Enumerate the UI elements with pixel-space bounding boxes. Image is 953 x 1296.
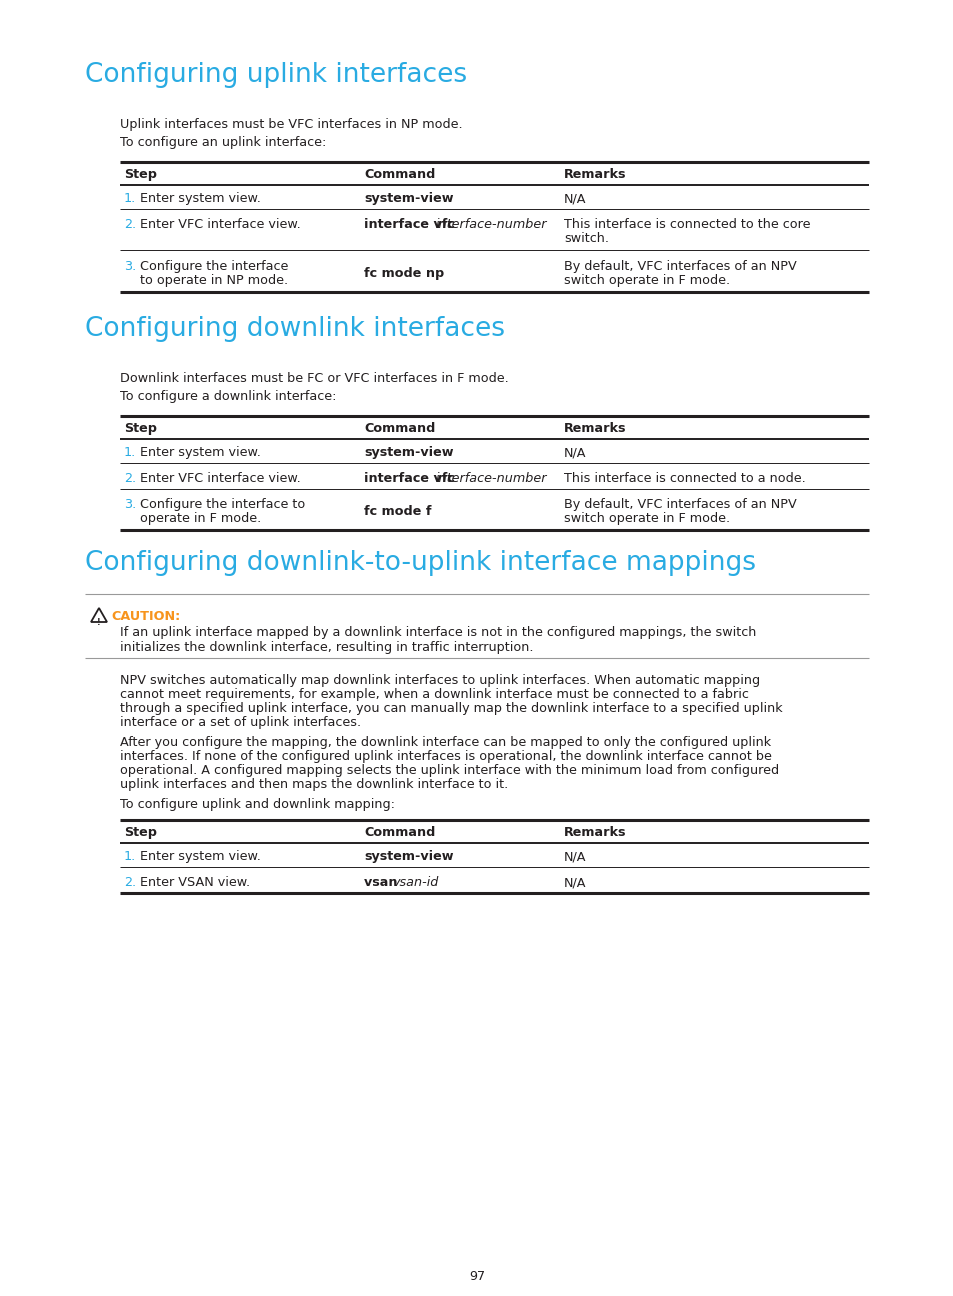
Text: interface or a set of uplink interfaces.: interface or a set of uplink interfaces. [120, 715, 361, 728]
Text: NPV switches automatically map downlink interfaces to uplink interfaces. When au: NPV switches automatically map downlink … [120, 674, 760, 687]
Text: switch.: switch. [563, 232, 608, 245]
Text: 1.: 1. [124, 446, 136, 459]
Text: CAUTION:: CAUTION: [111, 610, 180, 623]
Text: N/A: N/A [563, 446, 586, 459]
Text: interface-number: interface-number [436, 218, 547, 231]
Text: Remarks: Remarks [563, 826, 626, 839]
Text: 2.: 2. [124, 876, 136, 889]
Text: Configure the interface to: Configure the interface to [140, 498, 305, 511]
Text: Step: Step [124, 422, 157, 435]
Text: system-view: system-view [364, 192, 453, 205]
Text: 2.: 2. [124, 472, 136, 485]
Text: !: ! [97, 618, 101, 627]
Text: Step: Step [124, 826, 157, 839]
Text: cannot meet requirements, for example, when a downlink interface must be connect: cannot meet requirements, for example, w… [120, 688, 748, 701]
Text: Step: Step [124, 168, 157, 181]
Text: To configure a downlink interface:: To configure a downlink interface: [120, 390, 336, 403]
Text: If an uplink interface mapped by a downlink interface is not in the configured m: If an uplink interface mapped by a downl… [120, 626, 756, 654]
Text: Configuring uplink interfaces: Configuring uplink interfaces [85, 62, 467, 88]
Text: Remarks: Remarks [563, 168, 626, 181]
Text: switch operate in F mode.: switch operate in F mode. [563, 512, 729, 525]
Text: 1.: 1. [124, 192, 136, 205]
Text: Enter system view.: Enter system view. [140, 850, 260, 863]
Text: After you configure the mapping, the downlink interface can be mapped to only th: After you configure the mapping, the dow… [120, 736, 770, 749]
Text: 3.: 3. [124, 260, 136, 273]
Text: N/A: N/A [563, 192, 586, 205]
Text: This interface is connected to the core: This interface is connected to the core [563, 218, 810, 231]
Text: to operate in NP mode.: to operate in NP mode. [140, 273, 288, 286]
Text: fc mode f: fc mode f [364, 505, 431, 518]
Text: This interface is connected to a node.: This interface is connected to a node. [563, 472, 805, 485]
Text: Configure the interface: Configure the interface [140, 260, 288, 273]
Text: Enter VSAN view.: Enter VSAN view. [140, 876, 250, 889]
Text: Uplink interfaces must be VFC interfaces in NP mode.: Uplink interfaces must be VFC interfaces… [120, 118, 462, 131]
Text: interface vfc: interface vfc [364, 218, 459, 231]
Text: Command: Command [364, 826, 435, 839]
Text: By default, VFC interfaces of an NPV: By default, VFC interfaces of an NPV [563, 498, 796, 511]
Text: N/A: N/A [563, 850, 586, 863]
Text: system-view: system-view [364, 850, 453, 863]
Text: Enter VFC interface view.: Enter VFC interface view. [140, 472, 300, 485]
Text: By default, VFC interfaces of an NPV: By default, VFC interfaces of an NPV [563, 260, 796, 273]
Text: 3.: 3. [124, 498, 136, 511]
Text: vsan: vsan [364, 876, 401, 889]
Text: Command: Command [364, 422, 435, 435]
Text: system-view: system-view [364, 446, 453, 459]
Text: operate in F mode.: operate in F mode. [140, 512, 261, 525]
Text: 1.: 1. [124, 850, 136, 863]
Text: uplink interfaces and then maps the downlink interface to it.: uplink interfaces and then maps the down… [120, 778, 508, 791]
Text: Enter system view.: Enter system view. [140, 446, 260, 459]
Text: operational. A configured mapping selects the uplink interface with the minimum : operational. A configured mapping select… [120, 765, 779, 778]
Text: Configuring downlink interfaces: Configuring downlink interfaces [85, 316, 504, 342]
Text: interface-number: interface-number [436, 472, 547, 485]
Text: To configure uplink and downlink mapping:: To configure uplink and downlink mapping… [120, 798, 395, 811]
Text: interface vfc: interface vfc [364, 472, 459, 485]
Text: interfaces. If none of the configured uplink interfaces is operational, the down: interfaces. If none of the configured up… [120, 750, 771, 763]
Text: Remarks: Remarks [563, 422, 626, 435]
Text: Enter VFC interface view.: Enter VFC interface view. [140, 218, 300, 231]
Text: Enter system view.: Enter system view. [140, 192, 260, 205]
Text: through a specified uplink interface, you can manually map the downlink interfac: through a specified uplink interface, yo… [120, 702, 781, 715]
Text: Configuring downlink-to-uplink interface mappings: Configuring downlink-to-uplink interface… [85, 550, 755, 575]
Text: N/A: N/A [563, 876, 586, 889]
Text: 2.: 2. [124, 218, 136, 231]
Text: fc mode np: fc mode np [364, 267, 444, 280]
Text: 97: 97 [469, 1270, 484, 1283]
Text: vsan-id: vsan-id [392, 876, 438, 889]
Text: switch operate in F mode.: switch operate in F mode. [563, 273, 729, 286]
Text: Command: Command [364, 168, 435, 181]
Text: Downlink interfaces must be FC or VFC interfaces in F mode.: Downlink interfaces must be FC or VFC in… [120, 372, 508, 385]
Text: To configure an uplink interface:: To configure an uplink interface: [120, 136, 326, 149]
